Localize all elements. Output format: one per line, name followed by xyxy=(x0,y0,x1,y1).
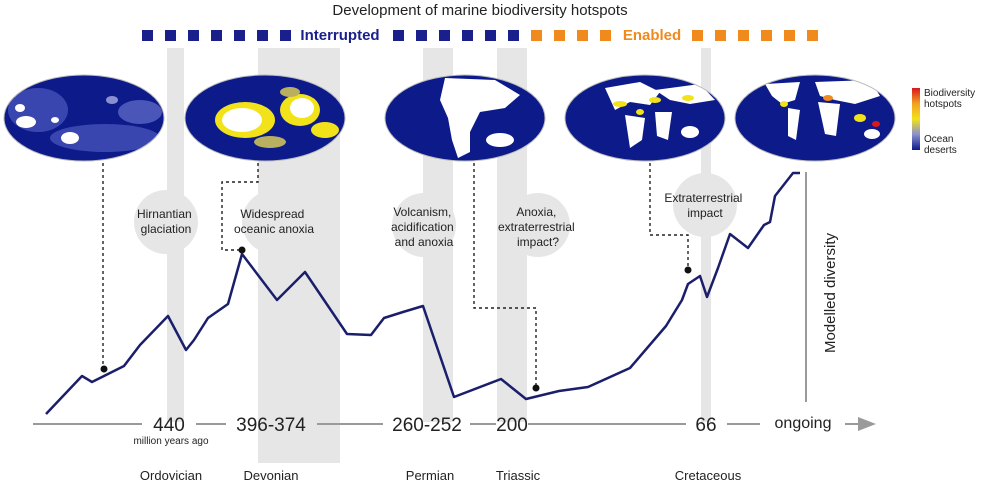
event-permian: Volcanism, acidification and anoxia xyxy=(391,193,457,257)
figure-title: Development of marine biodiversity hotsp… xyxy=(332,2,627,19)
event-devonian: Widespread oceanic anoxia xyxy=(234,190,314,254)
svg-text:Volcanism, acidification: Volcanism, acidification and anoxia xyxy=(391,205,457,249)
svg-text:Widespread oceanic anoxi: Widespread oceanic anoxia xyxy=(234,207,314,236)
legend-bottom-label: Ocean deserts xyxy=(924,134,957,156)
enabled-label: Enabled xyxy=(623,27,681,44)
y-axis-label: Modelled diversity xyxy=(822,232,839,353)
svg-text:66: 66 xyxy=(695,415,716,436)
svg-text:200: 200 xyxy=(496,415,528,436)
svg-text:Devonian: Devonian xyxy=(244,468,299,483)
diversity-curve xyxy=(45,171,800,415)
svg-text:ongoing: ongoing xyxy=(775,415,832,432)
timeline-ticks: 440 396-374 260-252 200 66 ongoing xyxy=(153,415,831,436)
svg-text:396-374: 396-374 xyxy=(236,415,306,436)
globe-cretaceous xyxy=(564,74,726,162)
map-connectors xyxy=(102,163,689,388)
svg-text:260-252: 260-252 xyxy=(392,415,462,436)
period-labels: Ordovician Devonian Permian Triassic Cre… xyxy=(140,468,742,483)
enabled-bar xyxy=(531,30,818,41)
interrupted-bar xyxy=(142,30,519,41)
svg-text:Triassic: Triassic xyxy=(496,468,541,483)
timeline-unit: million years ago xyxy=(133,436,208,447)
event-triassic: Anoxia, extraterrestrial impact? xyxy=(498,193,578,257)
globe-ordovician xyxy=(3,74,165,162)
svg-text:Extraterrestrial impact: Extraterrestrial impact xyxy=(664,191,745,220)
svg-text:Hirnantian glaciation: Hirnantian glaciation xyxy=(137,207,195,236)
globe-permian xyxy=(384,74,546,162)
interrupted-label: Interrupted xyxy=(300,27,379,44)
event-cretaceous: Extraterrestrial impact xyxy=(664,173,745,237)
globe-present xyxy=(734,74,896,162)
globe-devonian xyxy=(184,74,346,162)
svg-text:Permian: Permian xyxy=(406,468,454,483)
svg-text:Cretaceous: Cretaceous xyxy=(675,468,742,483)
legend-top-label: Biodiversity hotspots xyxy=(924,88,978,110)
event-hirnantian: Hirnantian glaciation xyxy=(134,190,198,254)
legend-colorbar xyxy=(912,88,920,150)
svg-text:Anoxia, extraterrestrial: Anoxia, extraterrestrial impact? xyxy=(498,205,578,249)
curve-markers xyxy=(100,246,692,392)
svg-text:440: 440 xyxy=(153,415,185,436)
timeline-arrow xyxy=(858,417,876,431)
svg-text:Ordovician: Ordovician xyxy=(140,468,202,483)
